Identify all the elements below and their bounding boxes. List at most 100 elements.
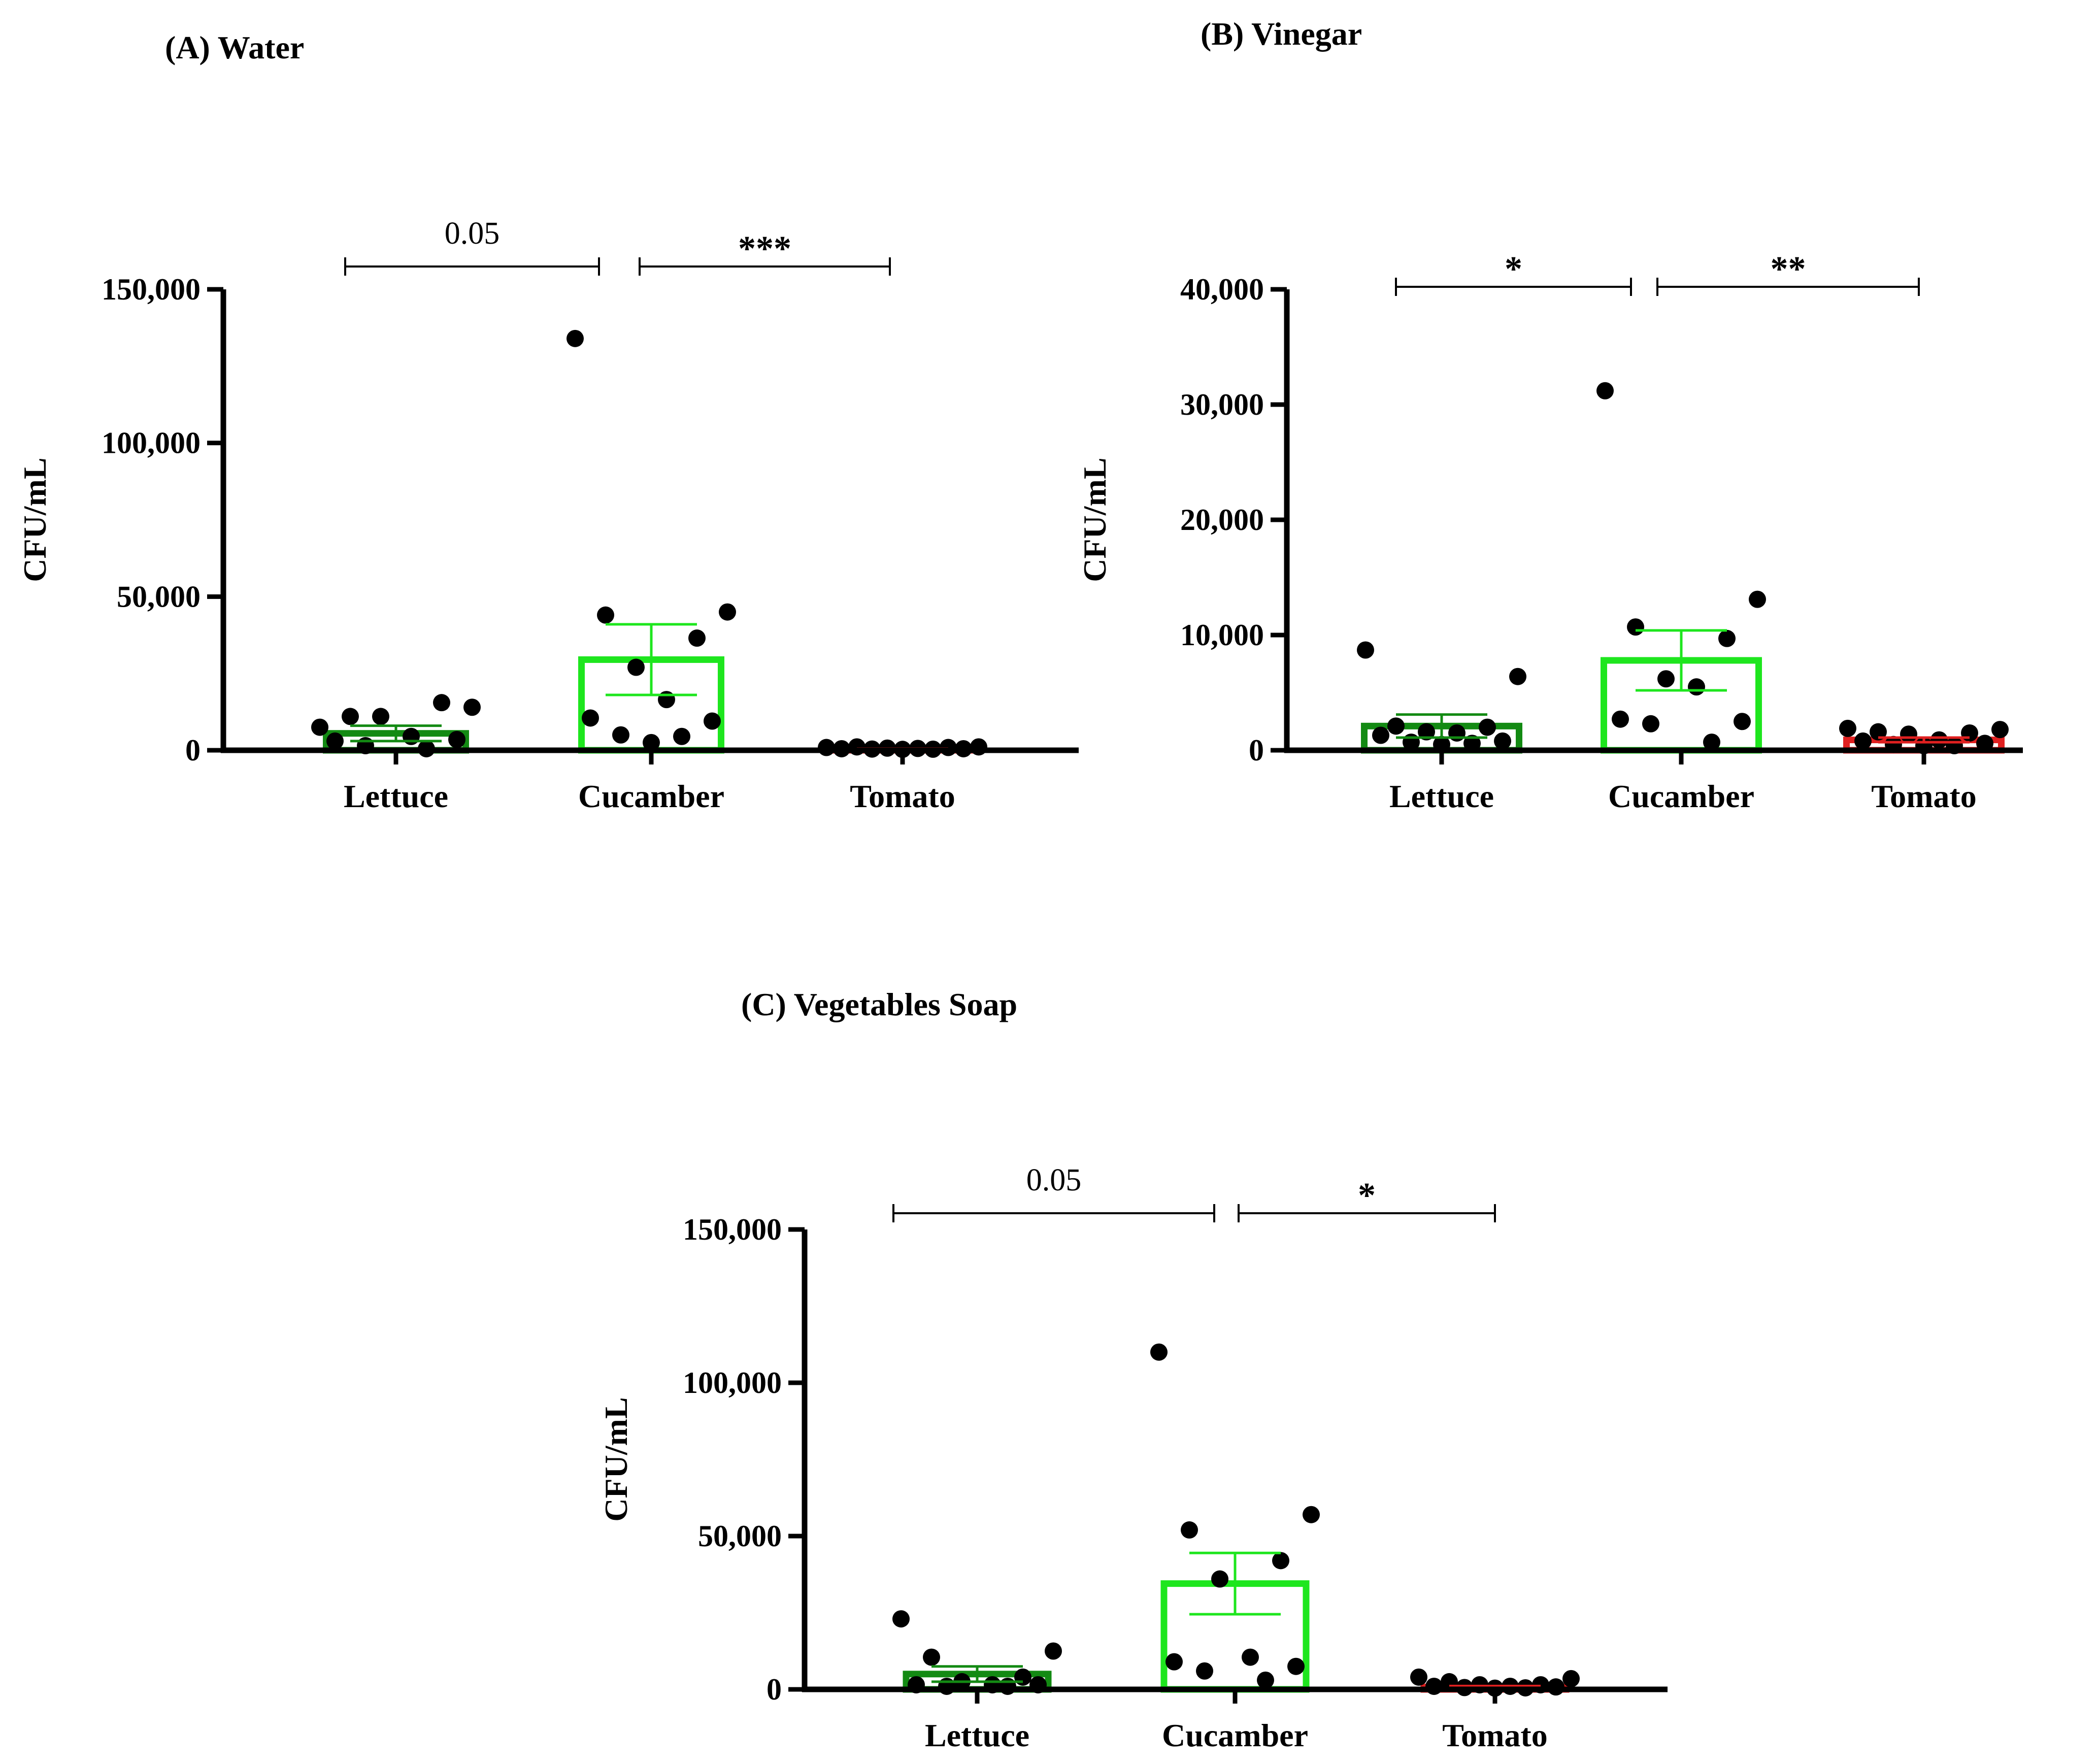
- significance-label: 0.05: [445, 216, 500, 251]
- data-point-cucamber: [688, 629, 706, 647]
- panel-title: (B) Vinegar: [1201, 16, 1362, 52]
- error-bar-lettuce: [1396, 713, 1487, 739]
- error-bar-cucamber: [1189, 1551, 1281, 1616]
- data-point-cucamber: [1627, 618, 1644, 636]
- panel-title: (C) Vegetables Soap: [741, 986, 1017, 1022]
- data-point-cucamber: [658, 691, 675, 709]
- data-point-cucamber: [1642, 715, 1659, 733]
- significance-bracket: [892, 1204, 1215, 1222]
- data-point-cucamber: [1242, 1648, 1259, 1666]
- data-point-lettuce: [1494, 732, 1511, 750]
- data-point-cucamber: [1612, 710, 1629, 728]
- data-point-cucamber: [1211, 1570, 1228, 1588]
- significance-label: *: [1505, 250, 1522, 289]
- y-tick-label: 50,000: [117, 580, 201, 613]
- data-point-cucamber: [1703, 734, 1720, 751]
- data-point-cucamber: [1749, 590, 1766, 608]
- panel-title: (A) Water: [165, 29, 304, 65]
- data-point-cucamber: [643, 734, 660, 751]
- data-point-cucamber: [1657, 670, 1675, 688]
- data-point-cucamber: [612, 726, 629, 744]
- data-point-cucamber: [1181, 1521, 1198, 1539]
- y-axis-label: CFU/mL: [17, 457, 53, 582]
- data-point-tomato: [1839, 719, 1856, 737]
- y-tick-label: 0: [1249, 734, 1264, 767]
- data-point-cucamber: [1688, 678, 1705, 696]
- x-tick-label: Lettuce: [925, 1717, 1029, 1753]
- data-point-tomato: [1930, 731, 1948, 749]
- error-bar-cucamber: [1636, 629, 1727, 692]
- y-tick-label: 30,000: [1180, 388, 1264, 421]
- data-point-lettuce: [1014, 1668, 1031, 1686]
- data-point-tomato: [1900, 725, 1917, 743]
- x-tick-label: Tomato: [1871, 778, 1976, 814]
- significance-label: ***: [738, 229, 791, 269]
- significance-bracket: [344, 257, 600, 276]
- y-tick-label: 20,000: [1180, 503, 1264, 537]
- error-bar-tomato: [1878, 736, 1970, 744]
- y-tick-label: 40,000: [1180, 273, 1264, 306]
- data-point-lettuce: [463, 698, 481, 716]
- data-point-lettuce: [892, 1610, 910, 1628]
- significance-bracket: [639, 257, 891, 276]
- y-axis-label: CFU/mL: [598, 1397, 634, 1521]
- significance-bracket: [1238, 1204, 1496, 1222]
- data-point-cucamber: [719, 603, 736, 621]
- data-point-lettuce: [1357, 641, 1374, 659]
- significance-bracket: [1656, 278, 1920, 296]
- data-point-lettuce: [1509, 668, 1526, 685]
- data-point-cucamber: [1734, 713, 1751, 730]
- x-tick-label: Lettuce: [1389, 778, 1494, 814]
- data-point-lettuce: [938, 1677, 955, 1695]
- data-point-cucamber: [1718, 629, 1736, 647]
- data-point-lettuce: [448, 730, 465, 748]
- y-tick-label: 0: [767, 1673, 782, 1706]
- error-bar-lettuce: [931, 1665, 1023, 1683]
- data-point-lettuce: [923, 1648, 940, 1666]
- y-tick-label: 100,000: [683, 1366, 782, 1400]
- data-point-tomato: [1410, 1668, 1427, 1686]
- data-point-cucamber: [1272, 1552, 1289, 1570]
- data-point-tomato: [1854, 732, 1872, 750]
- chart-panel-b: (B) Vinegar CFU/mL 0 10,000 20,000 30,000 40,0…: [1077, 16, 2023, 814]
- y-tick-label: 150,000: [102, 273, 201, 306]
- y-tick-label: 50,000: [698, 1519, 782, 1553]
- data-point-cucamber: [1196, 1662, 1213, 1680]
- chart-panel-c: (C) Vegetables Soap CFU/mL 0 50,000 100,000 1…: [598, 986, 1668, 1753]
- chart-panel-a: (A) Water CFU/mL 0 50,000 100,000 150,000 Lett…: [17, 29, 1079, 814]
- data-point-lettuce: [1448, 724, 1466, 742]
- data-point-lettuce: [372, 708, 389, 725]
- data-point-cucamber: [1165, 1653, 1183, 1671]
- data-point-tomato: [1425, 1677, 1443, 1695]
- data-point-cucamber: [1596, 382, 1614, 400]
- error-bar-cucamber: [606, 623, 697, 696]
- data-point-cucamber: [704, 712, 721, 730]
- data-point-lettuce: [1372, 726, 1389, 744]
- data-point-cucamber: [1150, 1343, 1168, 1361]
- significance-label: *: [1358, 1176, 1376, 1215]
- data-point-cucamber: [1257, 1671, 1274, 1689]
- x-tick-label: Tomato: [850, 778, 955, 814]
- data-point-tomato: [1961, 724, 1978, 742]
- data-point-cucamber: [627, 658, 645, 676]
- data-point-lettuce: [311, 718, 328, 736]
- significance-bracket: [1395, 278, 1632, 296]
- y-tick-label: 0: [185, 734, 201, 767]
- data-point-cucamber: [567, 329, 584, 347]
- data-point-tomato: [1991, 721, 2009, 739]
- data-point-lettuce: [999, 1677, 1016, 1695]
- significance-label: 0.05: [1026, 1163, 1082, 1197]
- data-point-lettuce: [433, 694, 450, 712]
- data-point-tomato: [1870, 723, 1887, 741]
- x-tick-label: Lettuce: [344, 778, 448, 814]
- data-point-tomato: [1562, 1670, 1580, 1687]
- data-point-lettuce: [1045, 1642, 1062, 1660]
- x-tick-label: Tomato: [1442, 1717, 1547, 1753]
- significance-label: **: [1771, 250, 1806, 289]
- x-tick-label: Cucamber: [578, 778, 724, 814]
- x-tick-label: Cucamber: [1162, 1717, 1308, 1753]
- y-tick-label: 10,000: [1180, 618, 1264, 652]
- y-tick-label: 150,000: [683, 1213, 782, 1246]
- data-point-cucamber: [673, 727, 690, 745]
